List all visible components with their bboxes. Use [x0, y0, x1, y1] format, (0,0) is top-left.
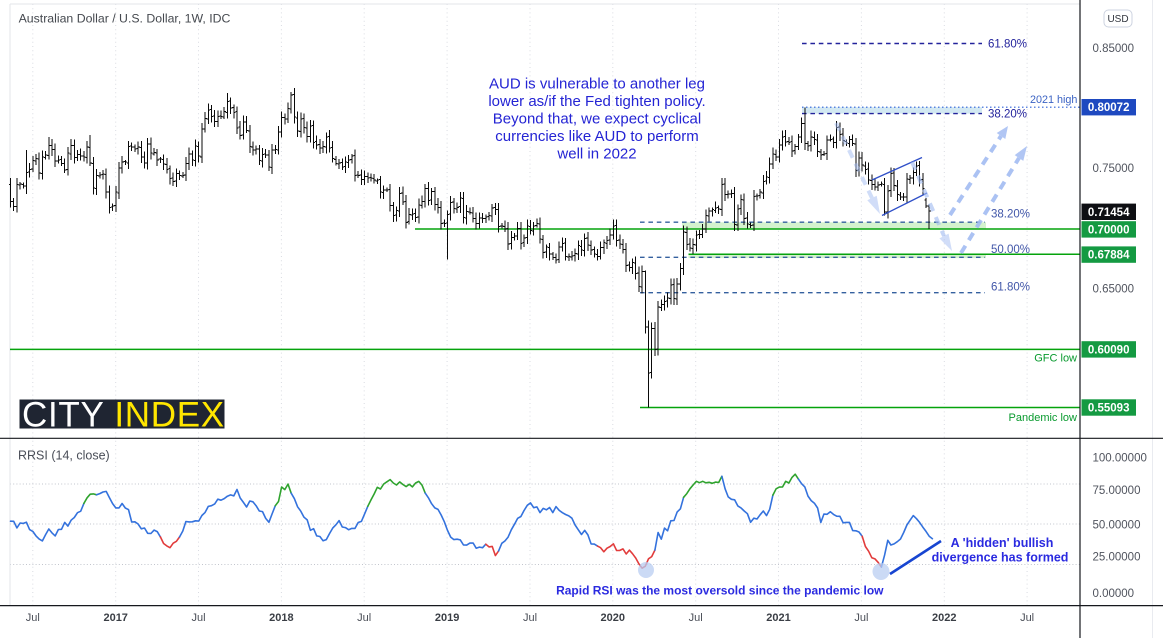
svg-text:2021 high: 2021 high: [1030, 94, 1077, 106]
svg-text:0.70000: 0.70000: [1088, 224, 1130, 236]
svg-text:2018: 2018: [269, 612, 293, 624]
svg-text:lower as/if the Fed tighten po: lower as/if the Fed tighten policy.: [488, 93, 705, 110]
svg-text:Beyond that, we expect cyclica: Beyond that, we expect cyclical: [493, 110, 701, 127]
svg-text:38.20%: 38.20%: [988, 109, 1027, 121]
svg-text:38.20%: 38.20%: [991, 209, 1030, 221]
svg-text:0.80072: 0.80072: [1088, 102, 1130, 114]
svg-text:AUD is vulnerable to another l: AUD is vulnerable to another leg: [489, 75, 705, 92]
svg-text:0.55093: 0.55093: [1088, 403, 1130, 415]
svg-text:0.65000: 0.65000: [1093, 283, 1135, 295]
svg-text:0.60090: 0.60090: [1088, 344, 1130, 356]
svg-text:25.00000: 25.00000: [1093, 552, 1141, 564]
svg-text:Jul: Jul: [854, 612, 868, 624]
svg-text:2022: 2022: [932, 612, 956, 624]
svg-text:Australian Dollar / U.S. Dolla: Australian Dollar / U.S. Dollar, 1W, IDC: [19, 11, 231, 25]
svg-text:0.67884: 0.67884: [1088, 250, 1130, 262]
svg-text:Jul: Jul: [1020, 612, 1034, 624]
svg-text:Jul: Jul: [191, 612, 205, 624]
svg-text:Jul: Jul: [357, 612, 371, 624]
svg-text:0.85000: 0.85000: [1093, 43, 1135, 55]
svg-text:61.80%: 61.80%: [991, 282, 1030, 294]
svg-text:61.80%: 61.80%: [988, 39, 1027, 51]
svg-text:RRSI (14, close): RRSI (14, close): [18, 449, 110, 463]
svg-text:50.00000: 50.00000: [1093, 520, 1141, 532]
svg-text:currencies like AUD to perform: currencies like AUD to perform: [495, 128, 698, 145]
svg-text:Jul: Jul: [26, 612, 40, 624]
svg-text:0.75000: 0.75000: [1093, 163, 1135, 175]
svg-text:0.00000: 0.00000: [1093, 588, 1135, 600]
svg-text:GFC low: GFC low: [1034, 352, 1077, 364]
svg-text:Jul: Jul: [523, 612, 537, 624]
svg-text:Pandemic low: Pandemic low: [1009, 412, 1078, 424]
svg-text:50.00%: 50.00%: [991, 244, 1030, 256]
svg-text:0.71454: 0.71454: [1088, 207, 1130, 219]
svg-text:2019: 2019: [435, 612, 459, 624]
svg-text:75.00000: 75.00000: [1093, 485, 1141, 497]
svg-text:divergence has formed: divergence has formed: [932, 550, 1069, 564]
svg-text:100.00000: 100.00000: [1093, 452, 1147, 464]
svg-text:USD: USD: [1107, 14, 1128, 25]
svg-text:2021: 2021: [766, 612, 790, 624]
svg-text:2020: 2020: [601, 612, 625, 624]
svg-text:Jul: Jul: [689, 612, 703, 624]
svg-text:Rapid RSI was the most oversol: Rapid RSI was the most oversold since th…: [556, 583, 884, 597]
svg-text:A 'hidden' bullish: A 'hidden' bullish: [951, 536, 1054, 550]
svg-text:CITY INDEX: CITY INDEX: [22, 395, 225, 434]
svg-text:2017: 2017: [103, 612, 127, 624]
svg-text:well in 2022: well in 2022: [556, 145, 636, 162]
